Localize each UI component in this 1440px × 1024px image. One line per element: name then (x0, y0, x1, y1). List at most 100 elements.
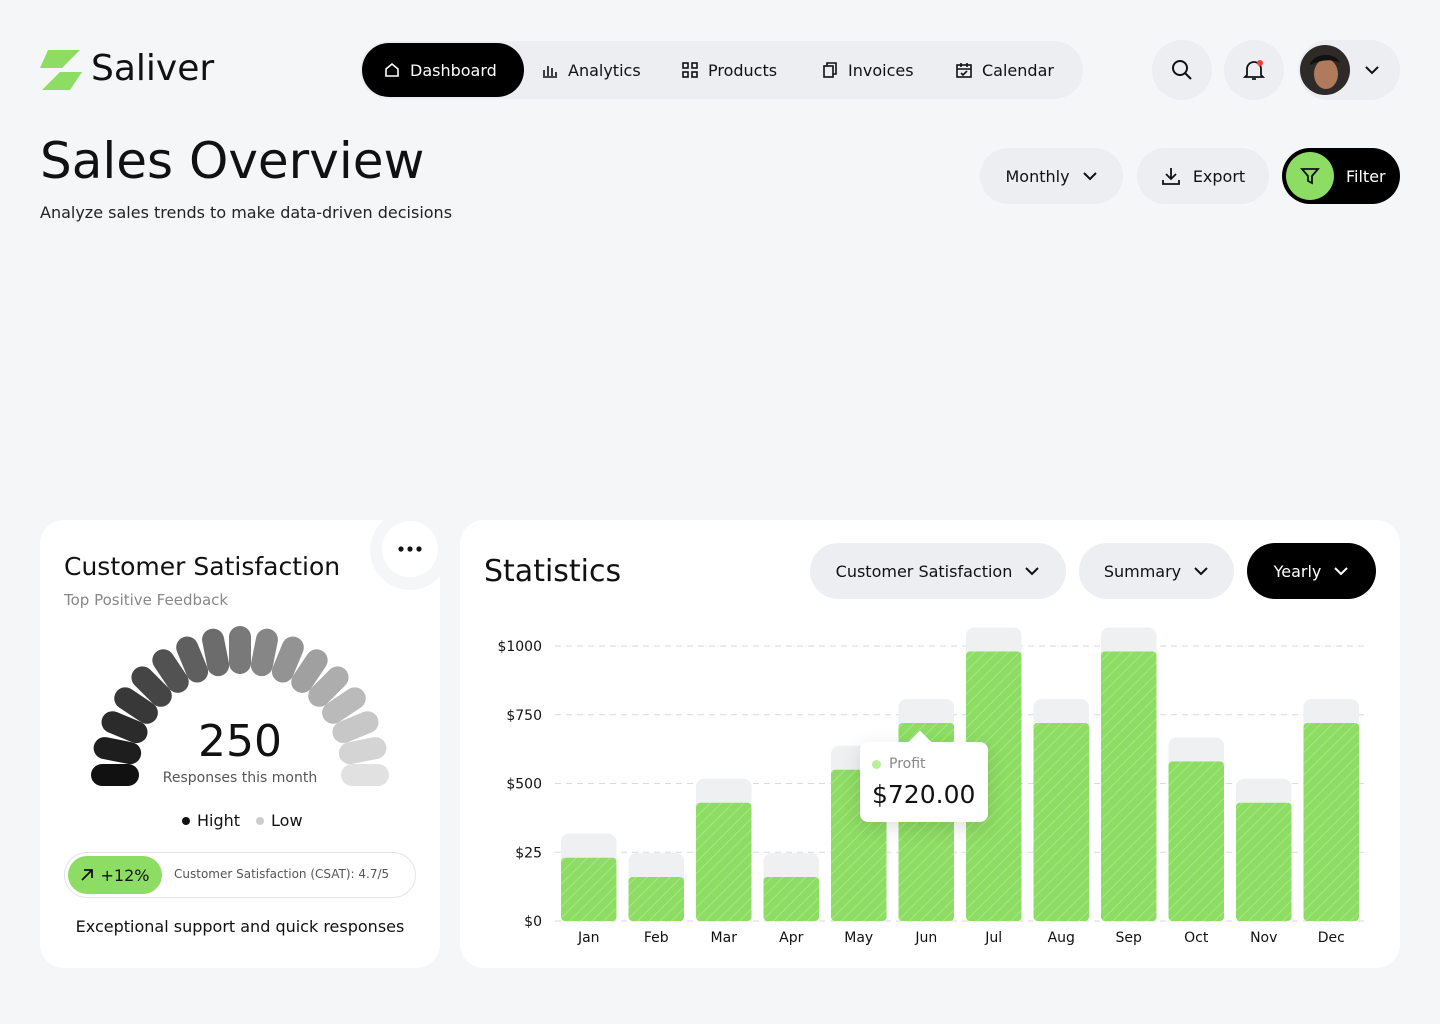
nav-item[interactable]: Calendar (934, 43, 1076, 97)
tooltip-dot (872, 759, 881, 769)
x-tick-label: Jul (984, 930, 1002, 946)
button-label: Summary (1103, 561, 1182, 581)
icon (543, 66, 557, 78)
gauge-segment (93, 737, 142, 765)
card-title: Statistics (484, 554, 622, 589)
gauge-segment (101, 711, 148, 744)
x-tick-label: Oct (1184, 930, 1209, 946)
button-label: Export (1192, 166, 1246, 186)
legend-item: Hight (182, 811, 240, 830)
icon (1172, 60, 1192, 80)
bar (763, 877, 819, 921)
gauge-segment (114, 687, 158, 724)
avatar (1300, 45, 1350, 95)
card-footer: Exceptional support and quick responses (75, 917, 405, 936)
csat-bar: +12% Customer Satisfaction (CSAT): 4.7/5 (64, 852, 416, 898)
filter-icon (1286, 152, 1334, 200)
nav-item[interactable]: Analytics (520, 43, 663, 97)
gauge (91, 626, 389, 786)
nav-bar: Dashboard Analytics Products Invoices Ca… (360, 41, 1083, 99)
button-label: Customer Satisfaction (835, 561, 1013, 581)
legend-item: Low (256, 811, 303, 830)
gauge-segment (291, 649, 328, 693)
nav-label: Calendar (982, 60, 1054, 80)
gauge-segment (338, 737, 387, 765)
icon (1161, 168, 1180, 185)
metric-dropdown[interactable]: Customer Satisfaction (810, 543, 1066, 599)
x-tick-label: Jan (577, 930, 600, 946)
legend-dot (182, 816, 190, 825)
icon (385, 62, 399, 77)
gauge-caption: Responses this month (162, 770, 318, 786)
icon (80, 869, 93, 881)
gauge-segment (332, 711, 379, 744)
icon (1300, 168, 1320, 185)
nav-item[interactable]: Invoices (800, 43, 936, 97)
bar (561, 857, 617, 921)
gauge-segment (271, 636, 304, 683)
x-tick-label: Sep (1116, 930, 1143, 946)
gauge-segment (152, 649, 189, 693)
icon (398, 546, 422, 552)
button-label: Monthly (1005, 166, 1070, 186)
bar (1033, 723, 1089, 921)
range-dropdown[interactable]: Yearly (1247, 543, 1376, 599)
bar (966, 651, 1022, 921)
legend-dot (256, 816, 265, 825)
chevron (1082, 172, 1097, 181)
gauge-segment (176, 636, 209, 683)
x-tick-label: Jun (914, 930, 937, 946)
button-label: Yearly (1273, 561, 1322, 581)
gauge-segment (131, 666, 172, 707)
nav-item[interactable]: Dashboard (362, 43, 524, 97)
x-tick-label: Aug (1048, 930, 1075, 946)
search-button[interactable] (1152, 40, 1212, 100)
legend-label: Low (271, 811, 303, 830)
chevron (1025, 567, 1040, 576)
gauge-segment (308, 666, 349, 707)
x-tick-label: Feb (644, 930, 669, 946)
gauge-segment (322, 687, 366, 724)
tooltip-value: $720.00 (872, 780, 976, 809)
y-tick-label: $750 (506, 708, 542, 724)
x-tick-label: Mar (711, 930, 738, 946)
x-tick-label: Nov (1250, 930, 1277, 946)
y-tick-label: $500 (506, 777, 542, 793)
legend-label: Hight (197, 811, 241, 830)
more-button[interactable] (382, 521, 438, 577)
nav-item[interactable]: Products (660, 43, 799, 97)
gauge-segment (250, 628, 278, 677)
icon (1243, 60, 1265, 80)
x-tick-label: Apr (779, 930, 803, 946)
profile-menu[interactable] (1298, 40, 1400, 100)
chevron (1194, 567, 1208, 576)
y-tick-label: $1000 (497, 639, 542, 655)
tooltip-label: Profit (889, 756, 926, 772)
icon (956, 63, 972, 78)
period-dropdown[interactable]: Monthly (980, 148, 1123, 204)
bar (1236, 802, 1292, 921)
nav-label: Invoices (848, 60, 914, 80)
csat-label: Customer Satisfaction (CSAT): 4.7/5 (174, 867, 390, 881)
bar (1168, 761, 1224, 921)
icon (682, 62, 698, 78)
view-dropdown[interactable]: Summary (1079, 543, 1234, 599)
change-badge: +12% (68, 856, 162, 894)
y-tick-label: $0 (524, 914, 542, 930)
chevron (1365, 66, 1379, 75)
brand: Saliver (91, 48, 215, 89)
notification-button[interactable] (1224, 40, 1284, 100)
bar (696, 802, 752, 921)
gauge-segment (202, 628, 230, 677)
nav-label: Products (708, 60, 778, 80)
nav-label: Dashboard (410, 60, 497, 80)
page-title: Sales Overview (40, 132, 425, 190)
nav-label: Analytics (568, 60, 641, 80)
filter-button[interactable]: Filter (1282, 148, 1400, 204)
tooltip-series: Profit (872, 756, 926, 772)
icon (823, 62, 837, 78)
export-button[interactable]: Export (1137, 148, 1269, 204)
gauge-value: 250 (198, 716, 282, 767)
